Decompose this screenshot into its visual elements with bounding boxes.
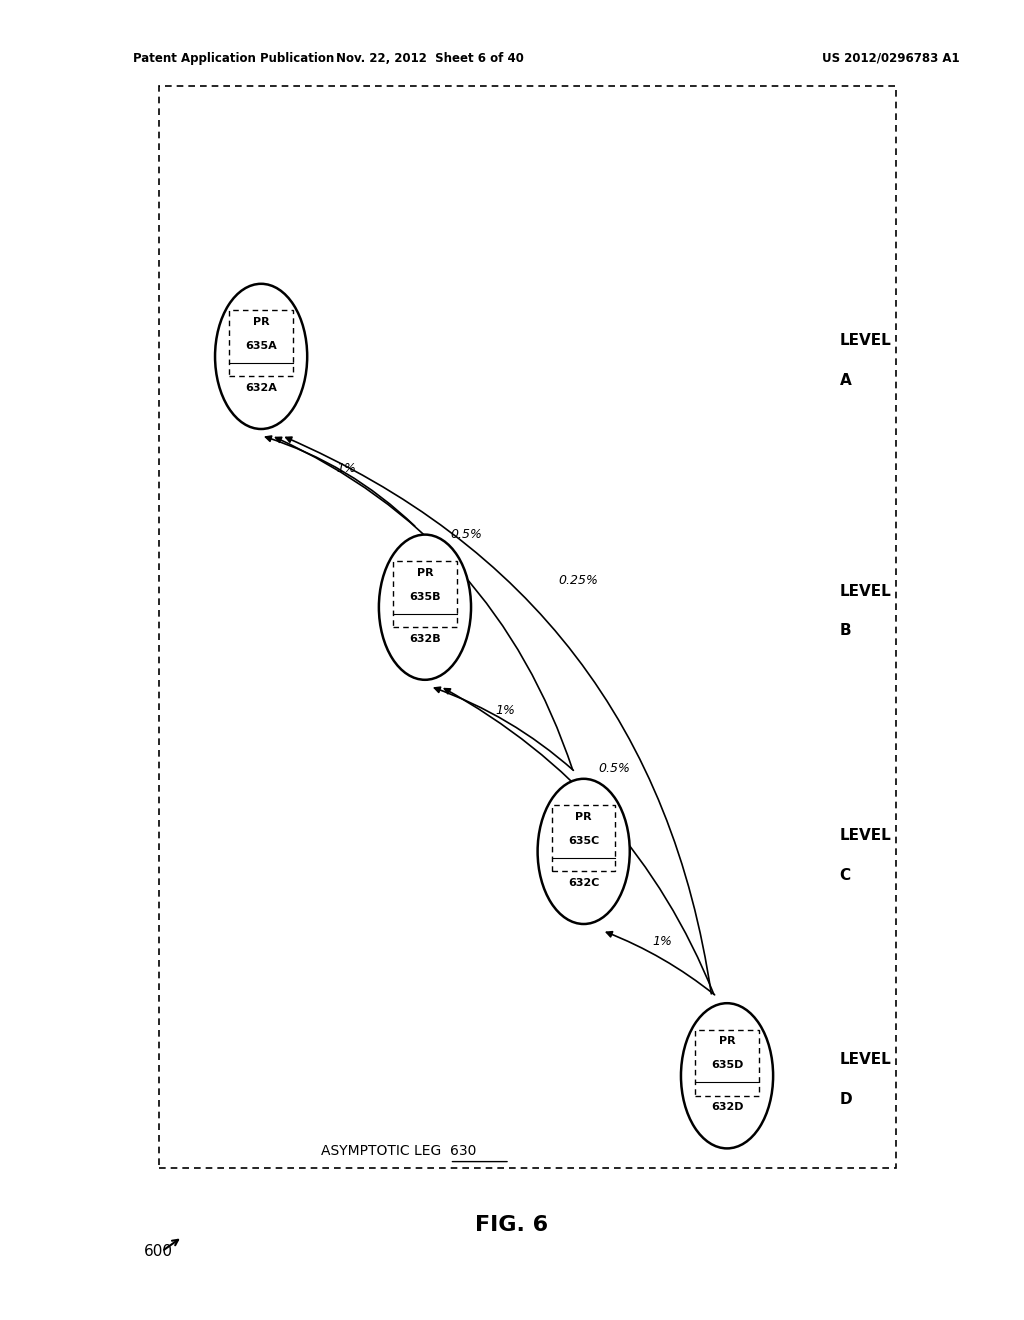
Text: PR: PR [253,317,269,327]
Ellipse shape [681,1003,773,1148]
Text: Nov. 22, 2012  Sheet 6 of 40: Nov. 22, 2012 Sheet 6 of 40 [336,51,524,65]
Text: PR: PR [719,1036,735,1047]
Bar [552,805,615,871]
Bar [393,561,457,627]
Text: 635B: 635B [410,591,440,602]
Text: LEVEL: LEVEL [840,333,892,348]
Text: US 2012/0296783 A1: US 2012/0296783 A1 [822,51,959,65]
FancyArrowPatch shape [275,437,572,770]
Text: 632C: 632C [568,878,599,888]
Text: 600: 600 [144,1243,173,1259]
Text: LEVEL: LEVEL [840,583,892,599]
FancyArrowPatch shape [265,436,415,527]
Text: LEVEL: LEVEL [840,828,892,843]
Ellipse shape [538,779,630,924]
Bar [695,1030,759,1096]
Bar [229,310,293,376]
Text: PR: PR [575,812,592,822]
FancyArrowPatch shape [286,437,712,994]
Text: A: A [840,372,851,388]
Text: LEVEL: LEVEL [840,1052,892,1068]
Text: FIG. 6: FIG. 6 [475,1214,549,1236]
FancyArrowPatch shape [444,689,714,994]
Ellipse shape [215,284,307,429]
Ellipse shape [379,535,471,680]
Text: 0.25%: 0.25% [559,574,598,587]
Text: 635C: 635C [568,836,599,846]
Text: PR: PR [417,568,433,578]
Text: Patent Application Publication: Patent Application Publication [133,51,335,65]
Bar [159,86,896,1168]
Text: 635A: 635A [245,341,278,351]
FancyArrowPatch shape [434,688,573,771]
Text: ASYMPTOTIC LEG: ASYMPTOTIC LEG [321,1144,445,1158]
Text: 630: 630 [450,1144,476,1158]
Text: 632D: 632D [711,1102,743,1113]
Text: 1%: 1% [336,462,356,475]
FancyArrowPatch shape [606,932,715,995]
Text: 632A: 632A [245,383,278,393]
Text: 632B: 632B [410,634,440,644]
Text: 1%: 1% [495,704,515,717]
Text: 635D: 635D [711,1060,743,1071]
Text: 0.5%: 0.5% [598,762,631,775]
Text: 0.5%: 0.5% [450,528,482,541]
Text: B: B [840,623,851,639]
Text: C: C [840,867,851,883]
Text: 1%: 1% [652,935,673,948]
Text: D: D [840,1092,852,1107]
